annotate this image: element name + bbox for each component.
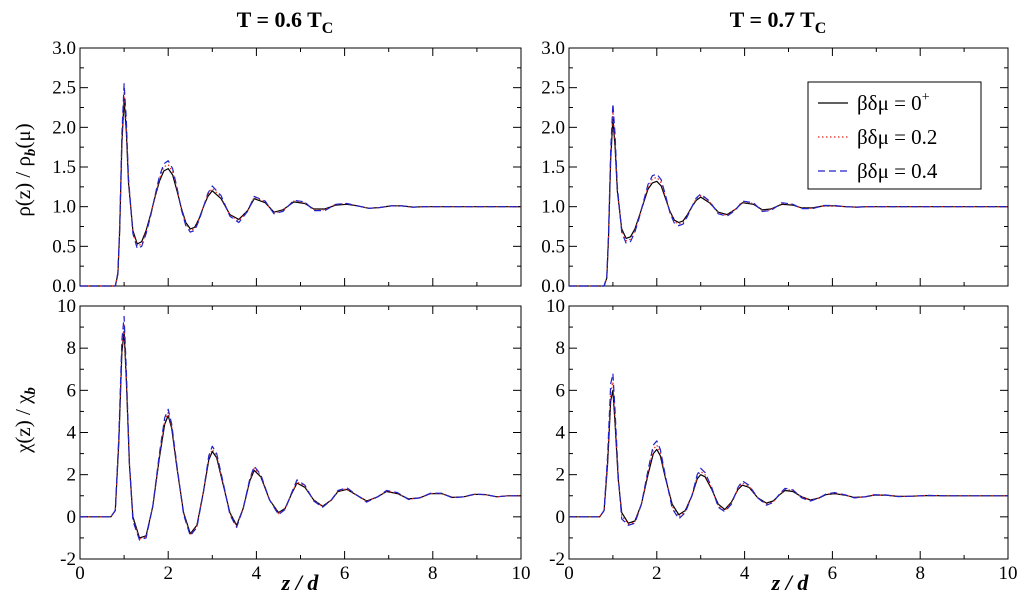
x-tick-label: 0: [75, 563, 85, 584]
y-tick-label: 2.5: [52, 78, 76, 99]
y-tick-label: -2: [60, 549, 76, 570]
series-line-1: [569, 381, 1008, 525]
x-tick-label: 4: [252, 563, 262, 584]
series-line-0: [80, 98, 521, 287]
y-tick-label: 0: [556, 507, 566, 528]
series-line-2: [80, 83, 521, 287]
legend-label-0: βδμ = 0+: [857, 90, 930, 115]
y-tick-label: 10: [57, 296, 76, 317]
series-line-0: [80, 330, 521, 539]
y-tick-label: 3.0: [52, 38, 76, 59]
x-tick-label: 4: [740, 563, 750, 584]
legend-label-1: βδμ = 0.2: [857, 125, 937, 149]
series-line-1: [569, 110, 1008, 287]
y-tick-label: -2: [549, 549, 565, 570]
axes-frame: [79, 305, 522, 560]
y-tick-label: 0.0: [52, 276, 76, 297]
ylabel-top: ρ(z) / ρb(μ): [11, 123, 39, 216]
panel-top-right: 0.0 0.5 1.0 1.5 2.0 2.5 3.0: [541, 38, 1009, 297]
series-line-1: [80, 90, 521, 287]
panel-top-left: 0.0 0.5 1.0 1.5 2.0 2.5 3.0: [52, 38, 522, 297]
x-tick-label: 6: [828, 563, 838, 584]
y-tick-label: 4: [67, 423, 77, 444]
x-tick-label: 8: [428, 563, 438, 584]
legend: βδμ = 0+ βδμ = 0.2 βδμ = 0.4: [807, 81, 982, 190]
series-line-2: [80, 315, 521, 541]
y-tick-label: 2.0: [52, 117, 76, 138]
y-tick-label: 0.5: [541, 236, 565, 257]
x-tick-label: 0: [564, 563, 574, 584]
x-tick-label: 2: [652, 563, 662, 584]
series-line-2: [569, 372, 1008, 526]
x-tick-label: 2: [163, 563, 173, 584]
ylabel-bottom: χ(z) / χb: [11, 387, 39, 454]
x-tick-label: 8: [915, 563, 925, 584]
series-line-0: [569, 118, 1008, 287]
y-tick-label: 2: [67, 465, 77, 486]
y-tick-label: 8: [556, 338, 566, 359]
y-tick-label: 0.5: [52, 236, 76, 257]
x-tick-label: 10: [999, 563, 1018, 584]
legend-box: [807, 81, 982, 190]
title-right: T = 0.7 TC: [730, 7, 827, 37]
series-line-1: [80, 324, 521, 540]
y-tick-label: 2.5: [541, 78, 565, 99]
y-tick-label: 2.0: [541, 117, 565, 138]
xlabel-right: z / d: [771, 570, 810, 595]
y-tick-label: 1.5: [541, 157, 565, 178]
y-tick-label: 10: [546, 296, 565, 317]
y-tick-label: 0.0: [541, 276, 565, 297]
panels: 0.0 0.5 1.0 1.5 2.0 2.5 3.0 0.0 0.5 1.0 1.5 2.0 2.5 3…: [52, 38, 1017, 584]
y-tick-label: 6: [67, 380, 77, 401]
x-tick-label: 10: [512, 563, 531, 584]
y-tick-label: 1.5: [52, 157, 76, 178]
y-tick-label: 3.0: [541, 38, 565, 59]
series-line-0: [569, 389, 1008, 524]
y-tick-label: 0: [67, 507, 77, 528]
y-tick-label: 1.0: [541, 197, 565, 218]
y-tick-label: 6: [556, 380, 566, 401]
axes-frame: [79, 47, 522, 287]
y-tick-label: 8: [67, 338, 77, 359]
y-tick-label: 1.0: [52, 197, 76, 218]
xlabel-left: z / d: [281, 570, 320, 595]
series-line-2: [569, 102, 1008, 287]
title-left: T = 0.6 TC: [237, 7, 334, 37]
y-tick-label: 2: [556, 465, 566, 486]
y-tick-label: 4: [556, 423, 566, 444]
legend-label-2: βδμ = 0.4: [857, 159, 938, 183]
x-tick-label: 6: [340, 563, 350, 584]
